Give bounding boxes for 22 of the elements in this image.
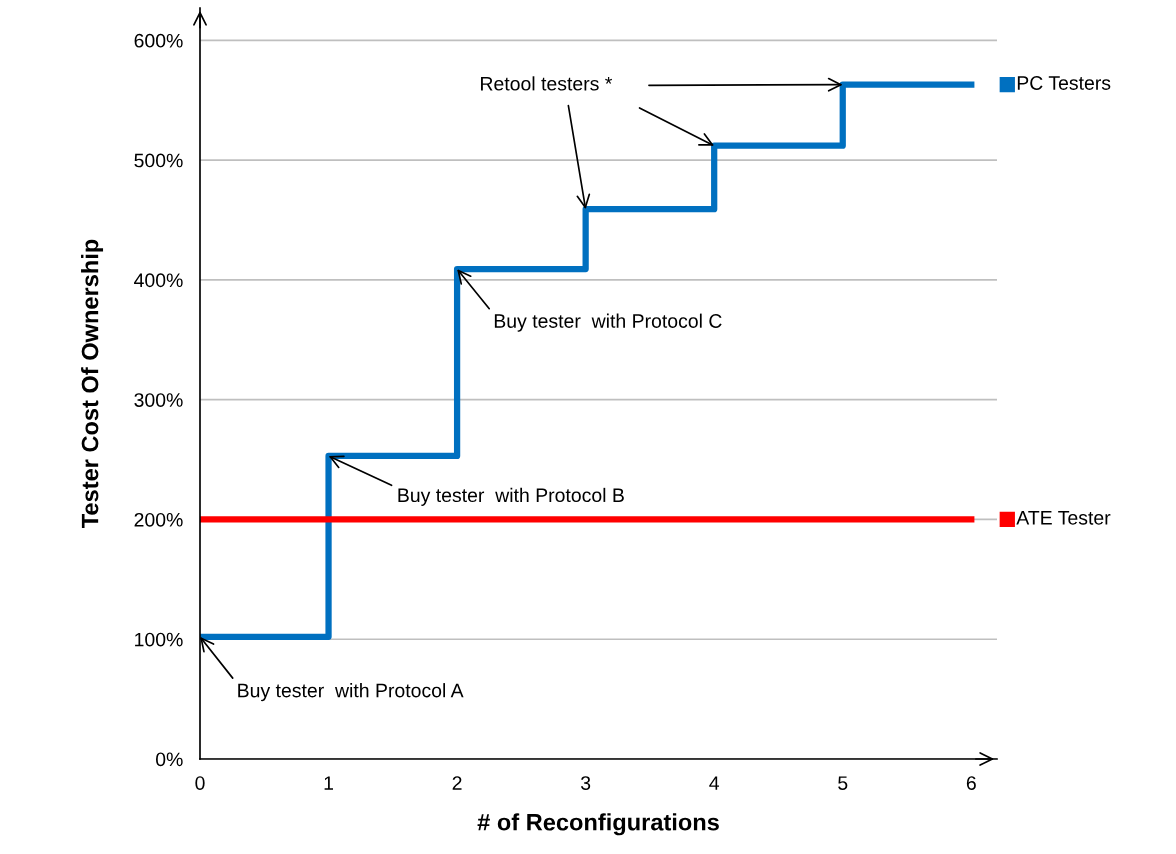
annotation: Buy tester with Protocol C [494,313,722,332]
x-tick-label: 0 [195,776,205,790]
annotation: Retool testers * [481,76,613,91]
y-tick-label: 400% [134,273,183,288]
x-tick-label: 5 [838,776,848,790]
y-axis-title: Tester Cost Of Ownership [81,239,104,528]
y-tick-label: 600% [134,33,183,48]
y-tick-label: 500% [134,153,183,168]
annotation: Buy tester with Protocol B [398,487,624,506]
y-tick-label: 200% [134,512,183,527]
y-tick-label: 300% [134,393,183,407]
y-tick-label: 0% [155,752,183,767]
x-tick-label: 4 [709,776,720,790]
annotation: Buy tester with Protocol A [238,683,464,702]
legend-label: PC Testers [1017,76,1111,90]
x-axis-title: # of Reconfigurations [477,813,719,836]
x-tick-label: 2 [452,776,462,790]
x-tick-label: 1 [324,776,334,790]
x-tick-label: 3 [580,776,591,790]
x-tick-label: 6 [966,776,976,790]
legend-label: ATE Tester [1016,511,1111,525]
y-tick-label: 100% [135,632,183,647]
